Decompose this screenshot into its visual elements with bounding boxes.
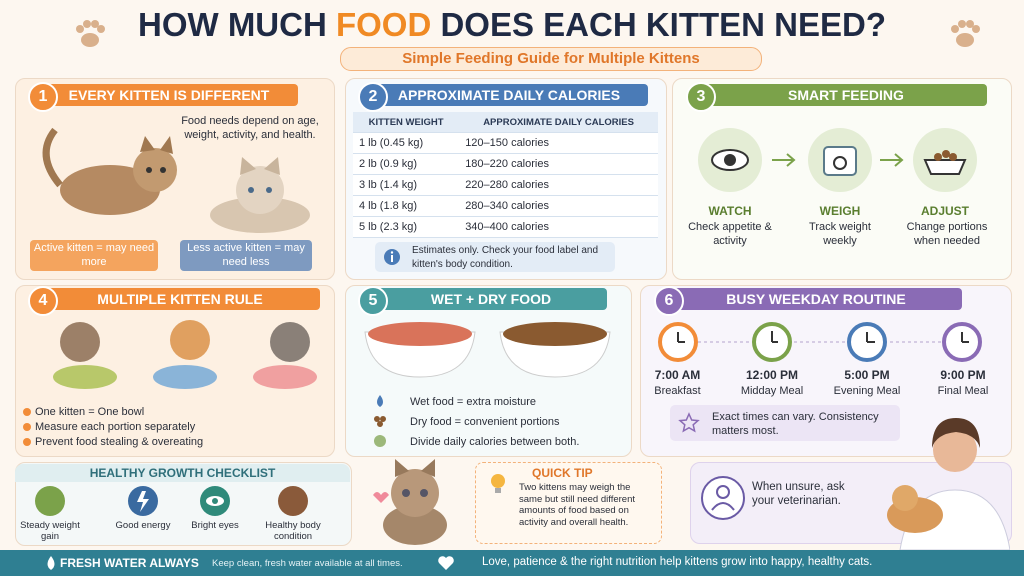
checklist-item: Good energy (115, 520, 171, 531)
tip-text: Two kittens may weigh the same but still… (519, 482, 636, 528)
note-box (375, 242, 615, 272)
tip-title: QUICK TIP (532, 466, 593, 480)
step-text: Check appetite & activity (688, 221, 772, 247)
section-title: APPROXIMATE DAILY CALORIES (370, 84, 648, 106)
kittens-bowls (53, 320, 317, 389)
meal-label: Breakfast (654, 385, 701, 397)
checklist-item: Bright eyes (191, 520, 239, 531)
step-icons (698, 128, 977, 192)
vet-icon (701, 476, 745, 520)
kitten-image (210, 157, 310, 233)
meal-time: 7:00 AM (654, 368, 701, 382)
table-cell: 340–400 calories (459, 216, 658, 238)
note-text: Estimates only. Check your food label an… (412, 245, 599, 270)
step-title: ADJUST (920, 204, 969, 218)
table-cell: 220–280 calories (459, 174, 658, 196)
meal-time: 12:00 PM (745, 368, 799, 382)
food-bowls (364, 322, 611, 378)
step-title: WEIGH (819, 204, 861, 218)
checklist-item: Healthy body condition (265, 520, 321, 542)
kitten-image (373, 459, 447, 545)
heart-icon (438, 556, 454, 570)
food-item: Wet food = extra moisture (410, 396, 537, 408)
clocks (658, 322, 982, 362)
section-title: WET + DRY FOOD (375, 288, 607, 310)
table-cell: 280–340 calories (459, 195, 658, 217)
bullet: Prevent food stealing & overeating (35, 436, 204, 448)
section-number: 6 (654, 286, 684, 316)
vet-image (887, 418, 1010, 550)
footer-message: Love, patience & the right nutrition hel… (482, 556, 873, 568)
section-number: 3 (686, 82, 716, 112)
calorie-table: KITTEN WEIGHT APPROXIMATE DAILY CALORIES … (353, 112, 658, 238)
meal-label: Evening Meal (833, 385, 901, 397)
tip-box (475, 462, 662, 544)
table-cell: 180–220 calories (459, 153, 658, 175)
section-number: 1 (28, 82, 58, 112)
section-title: MULTIPLE KITTEN RULE (40, 288, 320, 310)
table-cell: 120–150 calories (459, 132, 658, 154)
meal-label: Final Meal (937, 385, 989, 397)
footer-text: Keep clean, fresh water available at all… (212, 558, 403, 569)
table-header: APPROXIMATE DAILY CALORIES (459, 112, 658, 133)
footer-title: FRESH WATER ALWAYS (60, 556, 199, 570)
bulb-icon (491, 474, 505, 493)
bullet-dots (23, 408, 31, 446)
meal-label: Midday Meal (740, 385, 804, 397)
section-title: EVERY KITTEN IS DIFFERENT (40, 84, 298, 106)
drop-icon (47, 556, 55, 570)
bullet: Measure each portion separately (35, 421, 196, 433)
checklist-icons (35, 486, 308, 516)
title-part: FOOD (335, 6, 432, 43)
meal-time: 5:00 PM (844, 368, 890, 382)
label: Active kitten = may need more (30, 240, 158, 271)
star-icon (678, 412, 700, 433)
checklist-title: HEALTHY GROWTH CHECKLIST (15, 464, 350, 482)
checklist-item: Steady weight gain (20, 520, 80, 542)
vet-text: When unsure, ask your veterinarian. (752, 481, 845, 507)
section-number: 4 (28, 286, 58, 316)
table-header: KITTEN WEIGHT (353, 112, 460, 133)
subtitle: Simple Feeding Guide for Multiple Kitten… (340, 47, 762, 71)
bullet: One kitten = One bowl (35, 406, 145, 418)
section-number: 5 (358, 286, 388, 316)
info-icon (384, 249, 400, 265)
section-title: SMART FEEDING (705, 84, 987, 106)
title-part: DOES EACH KITTEN NEED? (431, 6, 886, 43)
label: Less active kitten = may need less (180, 240, 312, 271)
paw-icon (76, 20, 105, 47)
footer-bar (0, 550, 1024, 576)
table-cell: 3 lb (1.4 kg) (353, 174, 460, 196)
section-title: BUSY WEEKDAY ROUTINE (670, 288, 962, 310)
title-part: HOW MUCH (138, 6, 336, 43)
section-number: 2 (358, 82, 388, 112)
food-icons (374, 395, 386, 447)
step-text: Track weight weekly (809, 221, 871, 247)
note-text: Exact times can vary. Consistency matter… (712, 411, 879, 437)
body-text: Food needs depend on age, weight, activi… (181, 115, 319, 141)
kitten-image (42, 127, 177, 215)
step-title: WATCH (708, 204, 752, 218)
paw-icon (951, 20, 980, 47)
food-item: Dry food = convenient portions (410, 416, 560, 428)
step-text: Change portions when needed (906, 221, 988, 247)
table-cell: 1 lb (0.45 kg) (353, 132, 460, 154)
table-cell: 4 lb (1.8 kg) (353, 195, 460, 217)
title: HOW MUCH FOOD DOES EACH KITTEN NEED? (0, 6, 1024, 44)
food-item: Divide daily calories between both. (410, 436, 580, 448)
meal-time: 9:00 PM (940, 368, 986, 382)
table-cell: 2 lb (0.9 kg) (353, 153, 460, 175)
note-box (670, 405, 900, 441)
table-cell: 5 lb (2.3 kg) (353, 216, 460, 238)
